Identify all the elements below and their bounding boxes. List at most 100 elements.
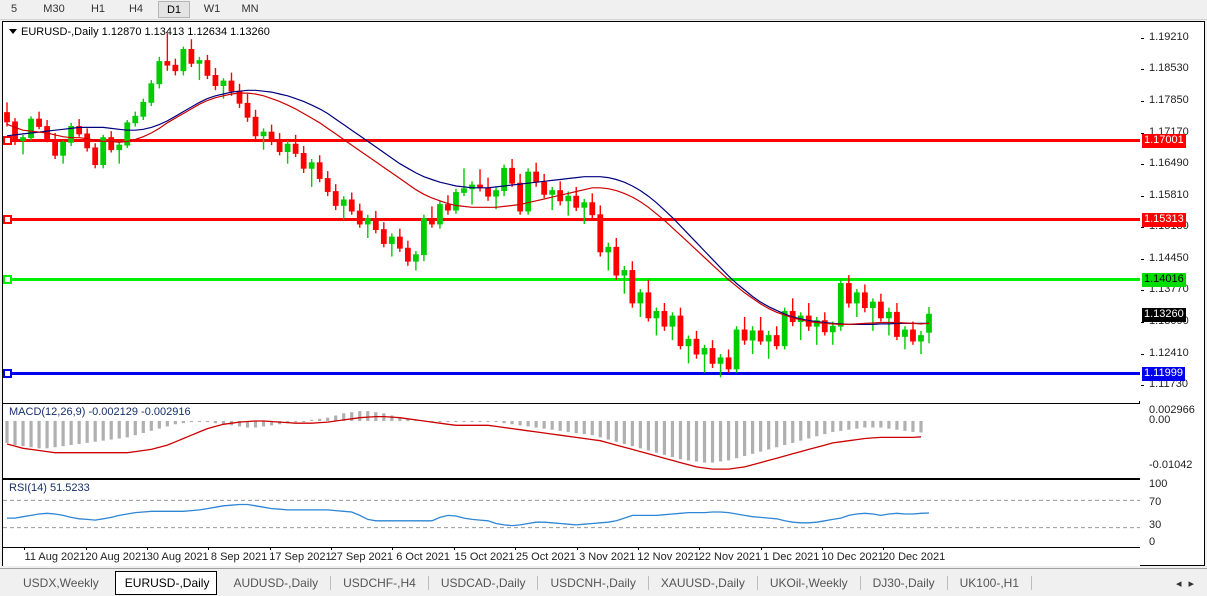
date-tick-label: 1 Dec 2021 <box>763 551 820 563</box>
tab-separator <box>537 576 539 590</box>
price-tick-mark <box>1141 69 1144 70</box>
price-tick-mark <box>1141 196 1144 197</box>
date-tick-label: 15 Oct 2021 <box>454 551 515 563</box>
price-tick-mark <box>1141 259 1144 260</box>
macd-tick-label: 0.00 <box>1149 414 1171 426</box>
chart-tab-usdx-weekly[interactable]: USDX,Weekly <box>23 576 99 590</box>
date-tick-mark <box>331 547 333 550</box>
tab-scroll-arrows[interactable]: ◂▸ <box>1176 577 1201 590</box>
ohlc-text: EURUSD-,Daily 1.12870 1.13413 1.12634 1.… <box>21 26 270 38</box>
date-tick-mark <box>515 547 517 550</box>
date-tick-label: 20 Aug 2021 <box>85 551 148 563</box>
price-tick-label: 1.12410 <box>1149 346 1189 359</box>
date-tick-label: 8 Sep 2021 <box>210 551 268 563</box>
price-pane[interactable] <box>3 22 1140 401</box>
timeframe-button-mn[interactable]: MN <box>241 3 259 15</box>
date-tick-mark <box>576 547 578 550</box>
macd-pane[interactable]: MACD(12,26,9) -0.002129 -0.002916 <box>3 403 1140 479</box>
price-tick-label: 1.11730 <box>1149 378 1188 391</box>
price-level-tag-red[interactable]: 1.17001 <box>1142 134 1186 149</box>
date-tick-label: 12 Nov 2021 <box>637 551 700 563</box>
timeframe-button-d1[interactable]: D1 <box>158 1 190 18</box>
rsi-pane[interactable]: RSI(14) 51.5233 <box>3 479 1140 548</box>
price-tick-mark <box>1141 164 1144 165</box>
chart-ohlc-header: EURUSD-,Daily 1.12870 1.13413 1.12634 1.… <box>9 26 270 38</box>
date-tick-mark <box>208 547 210 550</box>
timeframe-button-m30[interactable]: M30 <box>43 3 65 15</box>
price-scale[interactable]: 1.19210 1.18530 1.17850 1.17170 1.16490 1.158… <box>1140 22 1204 565</box>
date-tick-mark <box>269 547 271 550</box>
timeframe-toolbar: 5 M30 H1 H4 D1 W1 MN <box>0 0 1207 19</box>
rsi-label: RSI(14) 51.5233 <box>9 482 90 494</box>
timeframe-button-h1[interactable]: H1 <box>90 3 106 15</box>
date-axis: 11 Aug 2021 20 Aug 2021 30 Aug 2021 8 Sep 2… <box>3 547 1140 566</box>
price-tick-label: 1.14450 <box>1149 251 1189 264</box>
tab-separator <box>946 576 948 590</box>
price-level-tag-black[interactable]: 1.13260 <box>1142 308 1186 323</box>
chart-menu-triangle-icon[interactable] <box>9 28 17 34</box>
tab-separator <box>330 576 332 590</box>
price-level-tag-blue[interactable]: 1.11999 <box>1142 366 1185 381</box>
price-tick-mark <box>1141 322 1144 323</box>
date-tick-label: 20 Dec 2021 <box>882 551 946 563</box>
chart-tab-bar[interactable]: ◂▸ USDX,Weekly EURUSD-,Daily AUDUSD-,Daily… <box>0 568 1207 596</box>
candlestick-plot <box>3 33 1140 378</box>
chart-tab-usdchf-h4[interactable]: USDCHF-,H4 <box>343 576 416 590</box>
timeframe-button-5[interactable]: 5 <box>10 3 18 15</box>
tab-separator <box>427 576 429 590</box>
date-tick-label: 22 Nov 2021 <box>698 551 762 563</box>
tab-separator <box>756 576 758 590</box>
tab-scroll-left-icon[interactable]: ◂ <box>1175 578 1189 590</box>
chart-tab-usdcad-daily[interactable]: USDCAD-,Daily <box>440 576 526 590</box>
tab-scroll-right-icon[interactable]: ▸ <box>1188 578 1201 590</box>
date-tick-label: 10 Dec 2021 <box>821 551 884 563</box>
chart-tab-eurusd-daily[interactable]: EURUSD-,Daily <box>114 571 218 595</box>
price-tick-mark <box>1141 38 1144 39</box>
date-tick-label: 27 Sep 2021 <box>330 551 393 563</box>
price-tick-mark <box>1141 133 1144 134</box>
date-tick-mark <box>392 547 394 550</box>
date-tick-mark <box>453 547 455 550</box>
chart-tab-uk100-h1[interactable]: UK100-,H1 <box>959 576 1019 590</box>
price-tick-label: 1.19210 <box>1149 30 1189 43</box>
tab-separator <box>647 576 649 590</box>
tab-separator <box>859 576 861 590</box>
rsi-tick-label: 30 <box>1149 519 1162 531</box>
date-tick-label: 3 Nov 2021 <box>579 551 636 563</box>
chart-tab-audusd-daily[interactable]: AUDUSD-,Daily <box>233 576 319 590</box>
price-tick-label: 1.16490 <box>1149 157 1189 170</box>
rsi-tick-label: 70 <box>1149 496 1162 508</box>
macd-label: MACD(12,26,9) -0.002129 -0.002916 <box>9 406 191 418</box>
price-tick-label: 1.18530 <box>1149 62 1189 75</box>
timeframe-button-h4[interactable]: H4 <box>128 3 144 15</box>
price-tick-mark <box>1141 101 1144 102</box>
date-tick-label: 6 Oct 2021 <box>396 551 451 563</box>
price-level-tag-red[interactable]: 1.15313 <box>1142 212 1186 227</box>
price-tick-label: 1.17850 <box>1149 93 1189 106</box>
price-tick-mark <box>1141 227 1144 228</box>
date-tick-label: 25 Oct 2021 <box>515 551 576 563</box>
date-tick-label: 30 Aug 2021 <box>146 551 209 563</box>
tab-separator <box>1031 576 1032 590</box>
date-tick-mark <box>147 547 149 550</box>
timeframe-button-w1[interactable]: W1 <box>203 3 221 15</box>
date-tick-mark <box>883 547 885 550</box>
chart-tab-ukoil-weekly[interactable]: UKOil-,Weekly <box>769 576 848 590</box>
macd-tick-label: -0.01042 <box>1149 459 1193 471</box>
rsi-tick-label: 0 <box>1149 536 1156 548</box>
chart-tab-dj30-daily[interactable]: DJ30-,Daily <box>872 576 935 590</box>
price-tick-mark <box>1141 354 1144 355</box>
date-tick-mark <box>699 547 701 550</box>
rsi-plot <box>3 499 1140 529</box>
date-tick-mark <box>24 547 26 550</box>
rsi-tick-label: 100 <box>1149 478 1168 490</box>
price-level-tag-green[interactable]: 1.14016 <box>1142 273 1186 288</box>
chart-area[interactable]: EURUSD-,Daily 1.12870 1.13413 1.12634 1.… <box>2 21 1205 566</box>
price-tick-mark <box>1141 385 1144 386</box>
chart-tab-xauusd-daily[interactable]: XAUUSD-,Daily <box>660 576 745 590</box>
date-tick-label: 11 Aug 2021 <box>24 551 86 563</box>
macd-tick-label: 0.002966 <box>1149 404 1195 416</box>
toolbar-bottom-border <box>0 19 1207 20</box>
chart-tab-usdcnh-daily[interactable]: USDCNH-,Daily <box>550 576 636 590</box>
